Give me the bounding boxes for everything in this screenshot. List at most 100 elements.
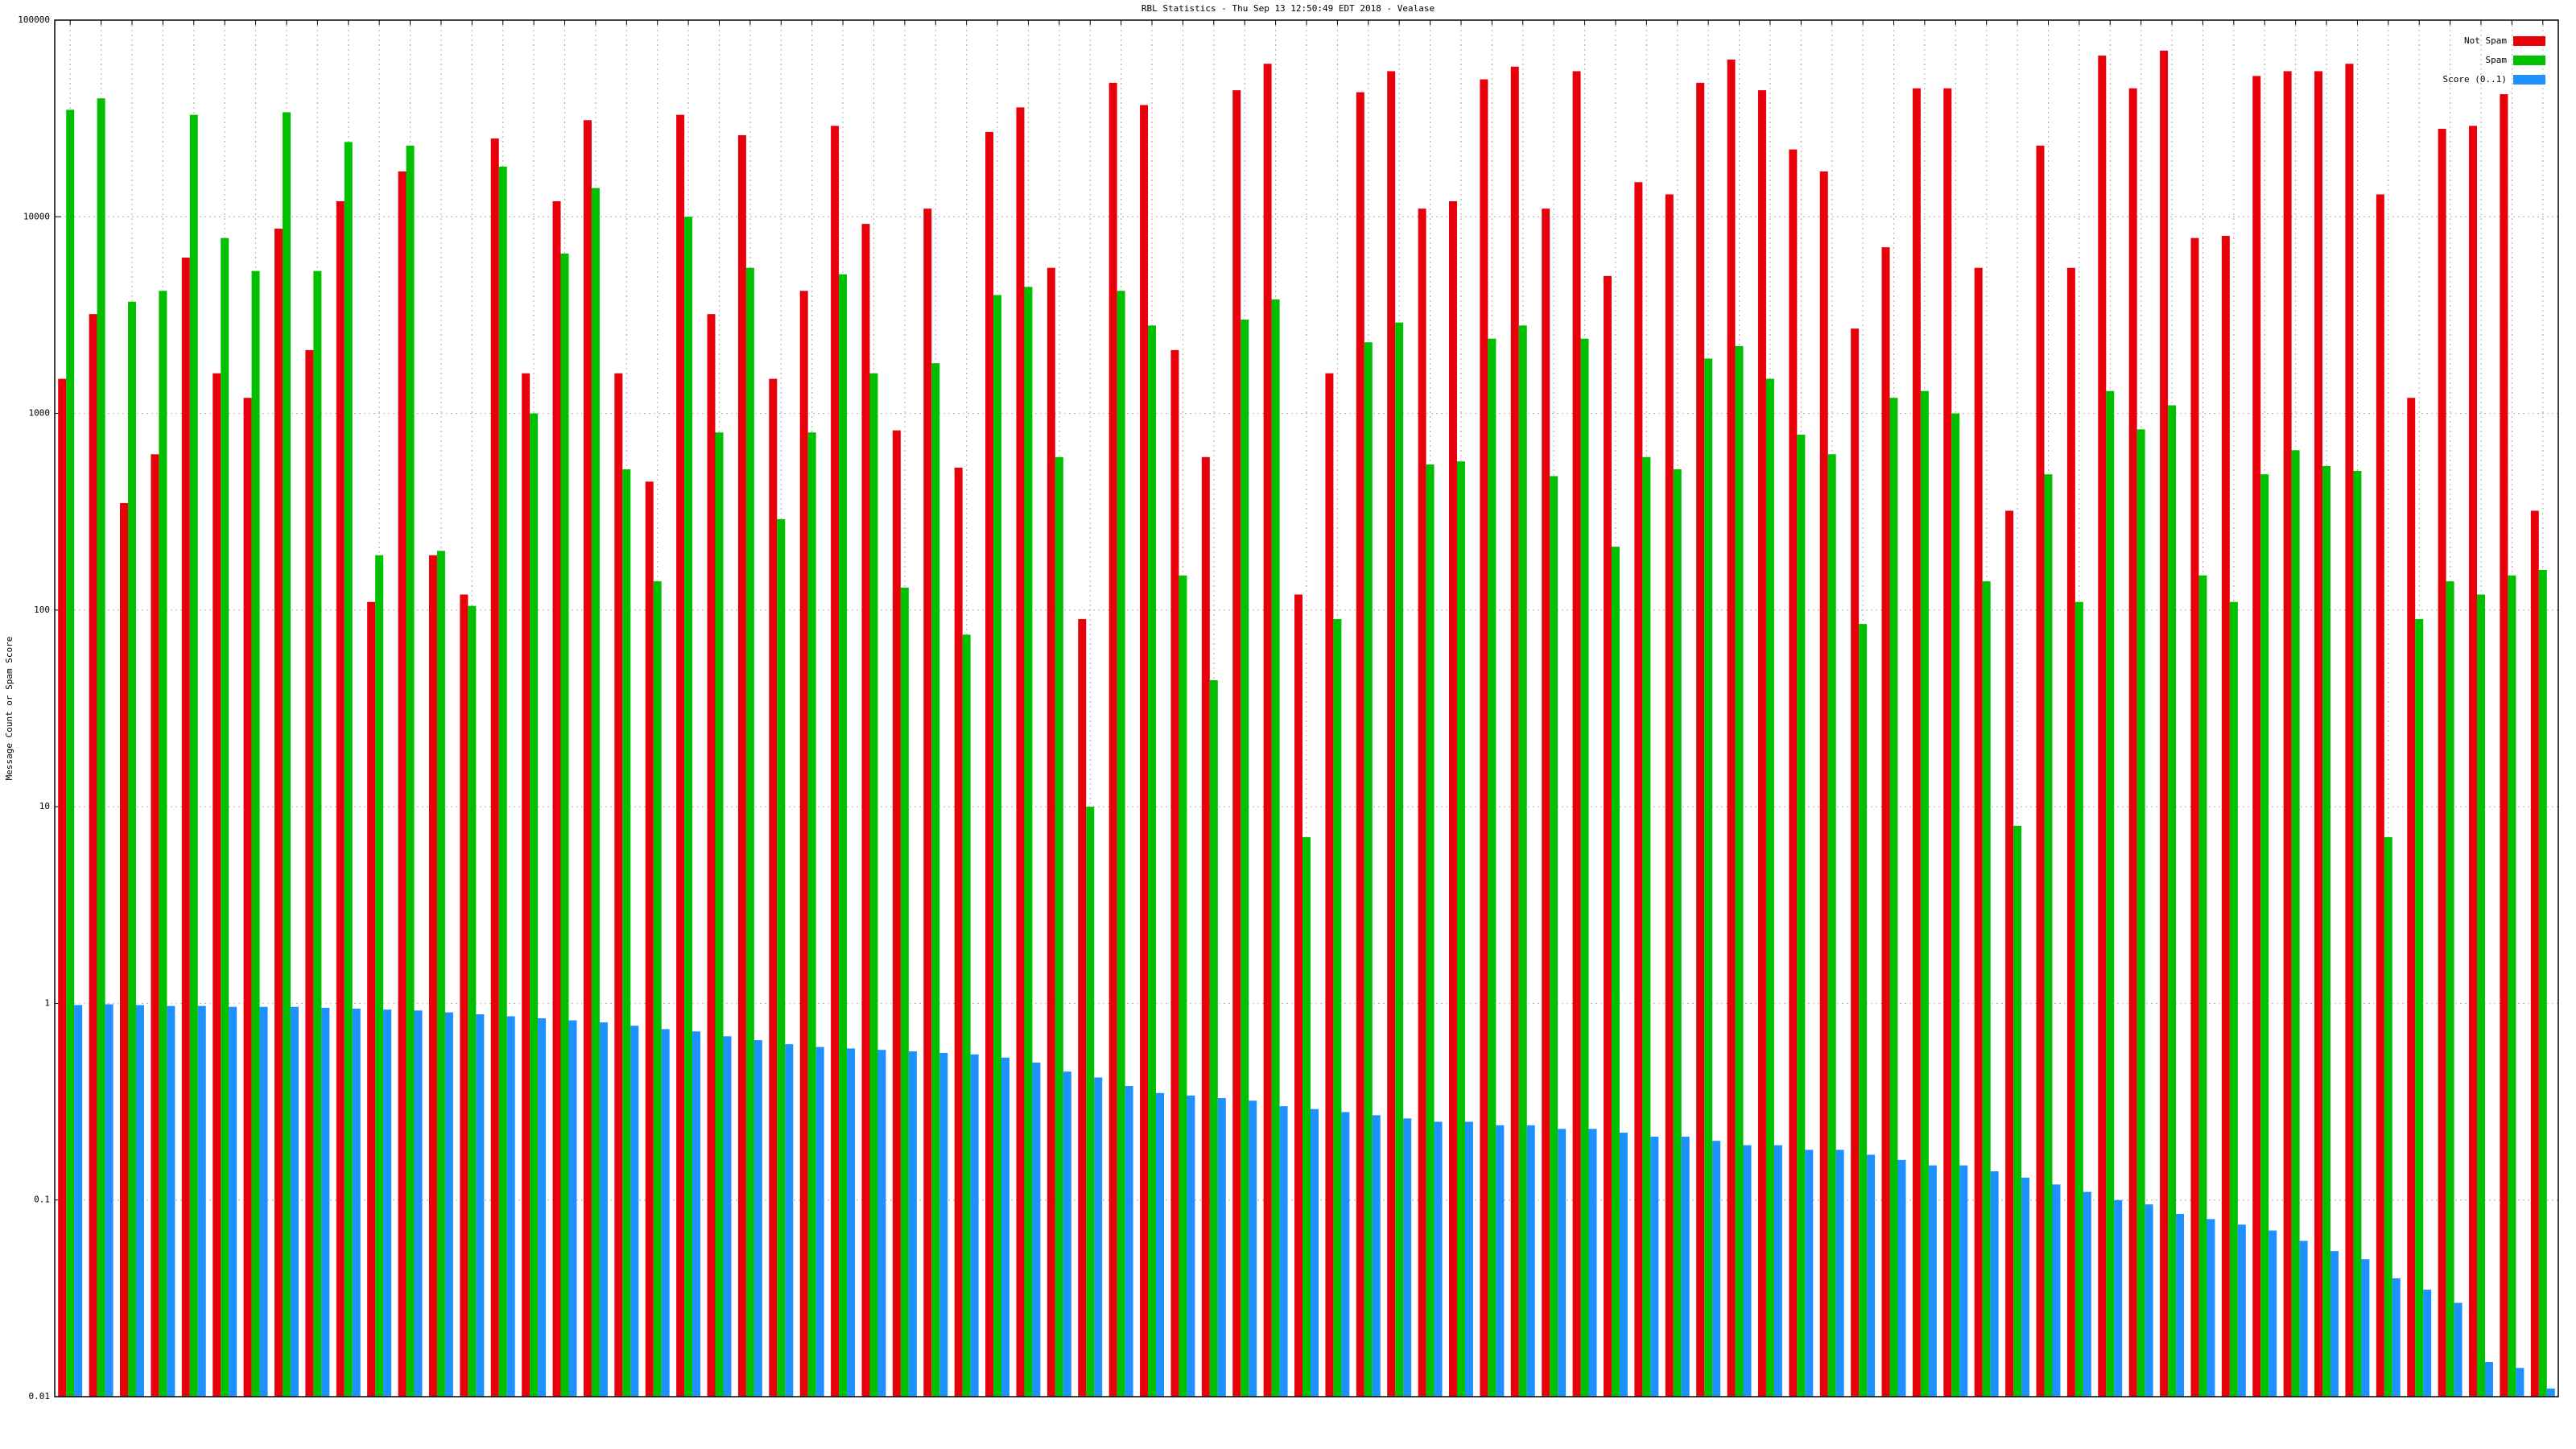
bar bbox=[1990, 1171, 1999, 1397]
bar bbox=[1835, 1150, 1844, 1397]
bar bbox=[1325, 373, 1334, 1397]
bar bbox=[769, 378, 778, 1397]
bar bbox=[1294, 594, 1303, 1397]
bar bbox=[1403, 1118, 1412, 1397]
bar bbox=[2500, 94, 2508, 1397]
bar bbox=[2044, 474, 2053, 1397]
bar bbox=[2229, 601, 2238, 1397]
bar bbox=[2128, 88, 2137, 1397]
bar bbox=[1201, 456, 1210, 1397]
bar bbox=[1619, 1133, 1628, 1397]
bar bbox=[1588, 1129, 1597, 1397]
bar bbox=[785, 1044, 794, 1397]
bar bbox=[2407, 398, 2416, 1397]
bar bbox=[745, 267, 754, 1397]
bar bbox=[2530, 510, 2539, 1397]
y-axis-label: Message Count or Spam Score bbox=[4, 637, 14, 781]
bar bbox=[1743, 1145, 1752, 1397]
bar bbox=[661, 1029, 670, 1397]
bar bbox=[753, 1040, 762, 1397]
bar bbox=[1526, 1125, 1535, 1397]
bar bbox=[1889, 398, 1898, 1397]
bar bbox=[1851, 328, 1860, 1397]
bar bbox=[1611, 547, 1620, 1397]
bar bbox=[1217, 1098, 1226, 1397]
bar bbox=[2322, 465, 2331, 1397]
bar bbox=[221, 237, 229, 1397]
bar bbox=[1156, 1092, 1164, 1397]
legend-swatch bbox=[2513, 36, 2545, 46]
bar bbox=[847, 1048, 856, 1397]
bar bbox=[127, 301, 136, 1397]
bar bbox=[1310, 1108, 1319, 1397]
bar bbox=[321, 1007, 330, 1397]
bar bbox=[807, 432, 816, 1397]
bar bbox=[2260, 474, 2269, 1397]
bar bbox=[1418, 208, 1426, 1397]
bar bbox=[1271, 299, 1280, 1397]
bar bbox=[1704, 358, 1713, 1397]
bar bbox=[1001, 1057, 1010, 1397]
bar bbox=[444, 1012, 453, 1397]
bar bbox=[839, 274, 848, 1397]
chart-title: RBL Statistics - Thu Sep 13 12:50:49 EDT… bbox=[1141, 3, 1435, 14]
bar bbox=[2446, 581, 2454, 1397]
bar bbox=[1558, 1129, 1567, 1397]
bar bbox=[498, 166, 507, 1397]
bar bbox=[2516, 1368, 2524, 1397]
bar bbox=[993, 295, 1002, 1397]
bar bbox=[1364, 342, 1373, 1397]
legend-label: Not Spam bbox=[2464, 35, 2507, 46]
bar bbox=[1170, 349, 1179, 1397]
bar bbox=[97, 98, 105, 1397]
bar bbox=[383, 1009, 392, 1397]
bar bbox=[2005, 510, 2014, 1397]
legend-label: Score (0..1) bbox=[2443, 74, 2507, 85]
y-tick-label: 100 bbox=[34, 605, 50, 615]
bar bbox=[1426, 464, 1435, 1397]
bar bbox=[1063, 1071, 1071, 1397]
bar bbox=[1387, 71, 1396, 1397]
bar bbox=[2074, 601, 2083, 1397]
bar bbox=[583, 120, 592, 1397]
bar bbox=[2106, 390, 2115, 1397]
bar bbox=[414, 1010, 423, 1397]
bar bbox=[1209, 679, 1218, 1397]
y-tick-label: 100000 bbox=[18, 14, 50, 25]
bar bbox=[1480, 79, 1488, 1397]
y-tick-label: 10 bbox=[39, 801, 50, 811]
bar bbox=[1464, 1121, 1473, 1397]
bar bbox=[869, 373, 878, 1397]
bar bbox=[1712, 1141, 1721, 1397]
bar bbox=[954, 467, 963, 1397]
y-tick-label: 0.01 bbox=[29, 1391, 51, 1402]
bar bbox=[777, 518, 786, 1397]
bar bbox=[614, 373, 623, 1397]
bar bbox=[900, 588, 909, 1397]
bar bbox=[1333, 619, 1342, 1397]
bar bbox=[1263, 64, 1272, 1397]
bar bbox=[630, 1026, 639, 1397]
bar bbox=[74, 1005, 83, 1397]
bar bbox=[530, 413, 539, 1397]
bar bbox=[468, 605, 477, 1397]
bar bbox=[962, 634, 971, 1397]
bar bbox=[1912, 88, 1921, 1397]
bar bbox=[970, 1054, 979, 1397]
bar bbox=[476, 1013, 485, 1397]
bar bbox=[1580, 338, 1589, 1397]
bar bbox=[213, 373, 221, 1397]
bar bbox=[259, 1006, 268, 1397]
bar bbox=[398, 171, 407, 1397]
bar bbox=[1603, 275, 1612, 1397]
bar bbox=[490, 138, 499, 1397]
bar bbox=[1897, 1159, 1906, 1397]
bar bbox=[2469, 126, 2478, 1397]
bar bbox=[1696, 82, 1705, 1397]
bar bbox=[2485, 1361, 2493, 1397]
bar bbox=[2361, 1259, 2370, 1397]
bar bbox=[1797, 434, 1806, 1397]
bar bbox=[707, 314, 716, 1397]
bar bbox=[2454, 1302, 2462, 1397]
bar bbox=[552, 200, 561, 1397]
